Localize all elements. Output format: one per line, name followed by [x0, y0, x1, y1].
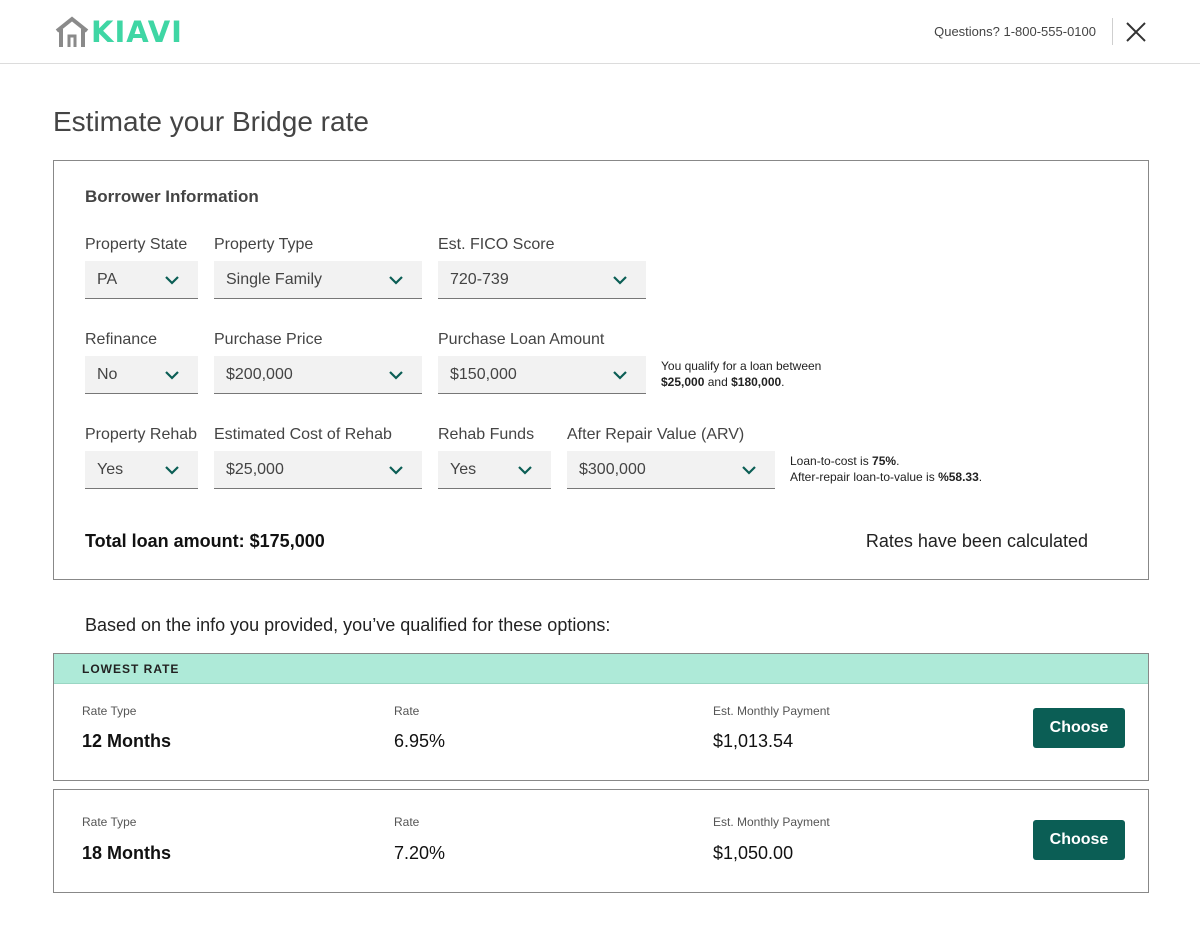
ltc-end: .: [896, 454, 900, 468]
refinance-field: Refinance No: [85, 330, 198, 394]
rates-status: Rates have been calculated: [865, 531, 1088, 551]
arv-ltv-end: .: [978, 470, 983, 484]
chevron-down-icon: [613, 371, 627, 380]
house-icon: [55, 16, 89, 47]
chevron-down-icon: [389, 276, 403, 285]
chevron-down-icon: [165, 466, 179, 475]
arv-value: $300,000: [579, 461, 646, 478]
chevron-down-icon: [613, 276, 627, 285]
arv-ltv-value: %58.33: [938, 470, 979, 484]
chevron-down-icon: [742, 466, 756, 475]
borrower-information-card: Borrower Information Property State PA P…: [53, 160, 1149, 580]
arv-select[interactable]: $300,000: [567, 451, 775, 489]
loan-range-and: and: [707, 375, 728, 389]
section-title: Borrower Information: [85, 187, 259, 206]
rate-value: 6.95%: [394, 731, 446, 751]
monthly-payment-value: $1,013.54: [713, 731, 794, 751]
property-state-select[interactable]: PA: [85, 261, 198, 299]
arv-field: After Repair Value (ARV) $300,000: [567, 425, 775, 489]
chevron-down-icon: [165, 371, 179, 380]
rehab-funds-label: Rehab Funds: [438, 426, 535, 443]
monthly-payment-label: Est. Monthly Payment: [713, 815, 830, 829]
loan-range-line2: $25,000 and $180,000.: [661, 374, 821, 390]
property-rehab-select[interactable]: Yes: [85, 451, 198, 489]
loan-range-note: You qualify for a loan between $25,000 a…: [661, 358, 821, 390]
property-rehab-label: Property Rehab: [85, 426, 198, 443]
purchase-loan-amount-label: Purchase Loan Amount: [438, 331, 605, 348]
lowest-rate-badge: LOWEST RATE: [54, 654, 1148, 684]
arv-label: After Repair Value (ARV): [567, 426, 745, 443]
rate-option-12-months: LOWEST RATE Rate Type 12 Months Rate 6.9…: [53, 653, 1149, 781]
top-header: KIAVI Questions? 1-800-555-0100: [0, 0, 1200, 64]
option-body: Rate Type 12 Months Rate 6.95% Est. Mont…: [54, 684, 1148, 780]
property-type-label: Property Type: [214, 236, 314, 253]
ltv-note: Loan-to-cost is 75%. After-repair loan-t…: [790, 453, 982, 485]
property-type-select[interactable]: Single Family: [214, 261, 422, 299]
total-loan-amount: Total loan amount: $175,000: [85, 531, 325, 551]
fico-score-value: 720-739: [450, 271, 509, 288]
arv-ltv-prefix: After-repair loan-to-value is: [790, 470, 935, 484]
monthly-payment-label: Est. Monthly Payment: [713, 704, 830, 718]
purchase-price-field: Purchase Price $200,000: [214, 330, 422, 394]
property-type-value: Single Family: [226, 271, 323, 288]
monthly-payment-value: $1,050.00: [713, 843, 794, 863]
rate-label: Rate: [394, 815, 420, 829]
purchase-loan-amount-select[interactable]: $150,000: [438, 356, 646, 394]
ltc-prefix: Loan-to-cost is: [790, 454, 869, 468]
property-state-value: PA: [97, 271, 118, 288]
arv-ltv-line: After-repair loan-to-value is %58.33.: [790, 469, 982, 485]
rate-label: Rate: [394, 704, 420, 718]
ltc-line: Loan-to-cost is 75%.: [790, 453, 982, 469]
purchase-price-value: $200,000: [226, 366, 293, 383]
chevron-down-icon: [518, 466, 532, 475]
purchase-price-label: Purchase Price: [214, 331, 323, 348]
rate-value: 7.20%: [394, 843, 446, 863]
chevron-down-icon: [389, 466, 403, 475]
rehab-funds-field: Rehab Funds Yes: [438, 425, 551, 489]
rehab-cost-field: Estimated Cost of Rehab $25,000: [214, 425, 422, 489]
rehab-cost-label: Estimated Cost of Rehab: [214, 426, 392, 443]
rehab-cost-value: $25,000: [226, 461, 284, 478]
rehab-funds-value: Yes: [450, 461, 477, 478]
rehab-cost-select[interactable]: $25,000: [214, 451, 422, 489]
loan-range-min: $25,000: [661, 375, 705, 389]
rate-type-label: Rate Type: [82, 815, 137, 829]
chevron-down-icon: [389, 371, 403, 380]
choose-button[interactable]: Choose: [1033, 708, 1125, 748]
property-rehab-value: Yes: [97, 461, 124, 478]
questions-phone[interactable]: Questions? 1-800-555-0100: [934, 24, 1096, 39]
loan-range-line1: You qualify for a loan between: [661, 359, 822, 373]
refinance-value: No: [97, 366, 118, 383]
purchase-loan-amount-value: $150,000: [450, 366, 517, 383]
purchase-price-select[interactable]: $200,000: [214, 356, 422, 394]
loan-range-end: .: [781, 375, 785, 389]
purchase-loan-amount-field: Purchase Loan Amount $150,000: [438, 330, 646, 394]
options-intro: Based on the info you provided, you’ve q…: [85, 615, 611, 635]
ltc-value: 75%: [872, 454, 897, 468]
property-type-field: Property Type Single Family: [214, 235, 422, 299]
fico-score-field: Est. FICO Score 720-739: [438, 235, 646, 299]
rate-type-value: 12 Months: [82, 731, 172, 751]
choose-button[interactable]: Choose: [1033, 820, 1125, 860]
fico-score-label: Est. FICO Score: [438, 236, 555, 253]
property-state-field: Property State PA: [85, 235, 198, 299]
page-title: Estimate your Bridge rate: [53, 106, 369, 137]
rate-type-label: Rate Type: [82, 704, 137, 718]
refinance-label: Refinance: [85, 331, 158, 348]
property-state-label: Property State: [85, 236, 188, 253]
refinance-select[interactable]: No: [85, 356, 198, 394]
header-divider: [1112, 18, 1113, 45]
rate-option-18-months: Rate Type 18 Months Rate 7.20% Est. Mont…: [53, 789, 1149, 893]
fico-score-select[interactable]: 720-739: [438, 261, 646, 299]
loan-range-max: $180,000: [731, 375, 782, 389]
rehab-funds-select[interactable]: Yes: [438, 451, 551, 489]
rate-type-value: 18 Months: [82, 843, 172, 863]
property-rehab-field: Property Rehab Yes: [85, 425, 198, 489]
logo-wordmark: KIAVI: [91, 15, 183, 49]
chevron-down-icon: [165, 276, 179, 285]
close-icon[interactable]: [1124, 20, 1148, 44]
option-body: Rate Type 18 Months Rate 7.20% Est. Mont…: [54, 790, 1148, 892]
kiavi-logo[interactable]: KIAVI: [55, 15, 183, 49]
